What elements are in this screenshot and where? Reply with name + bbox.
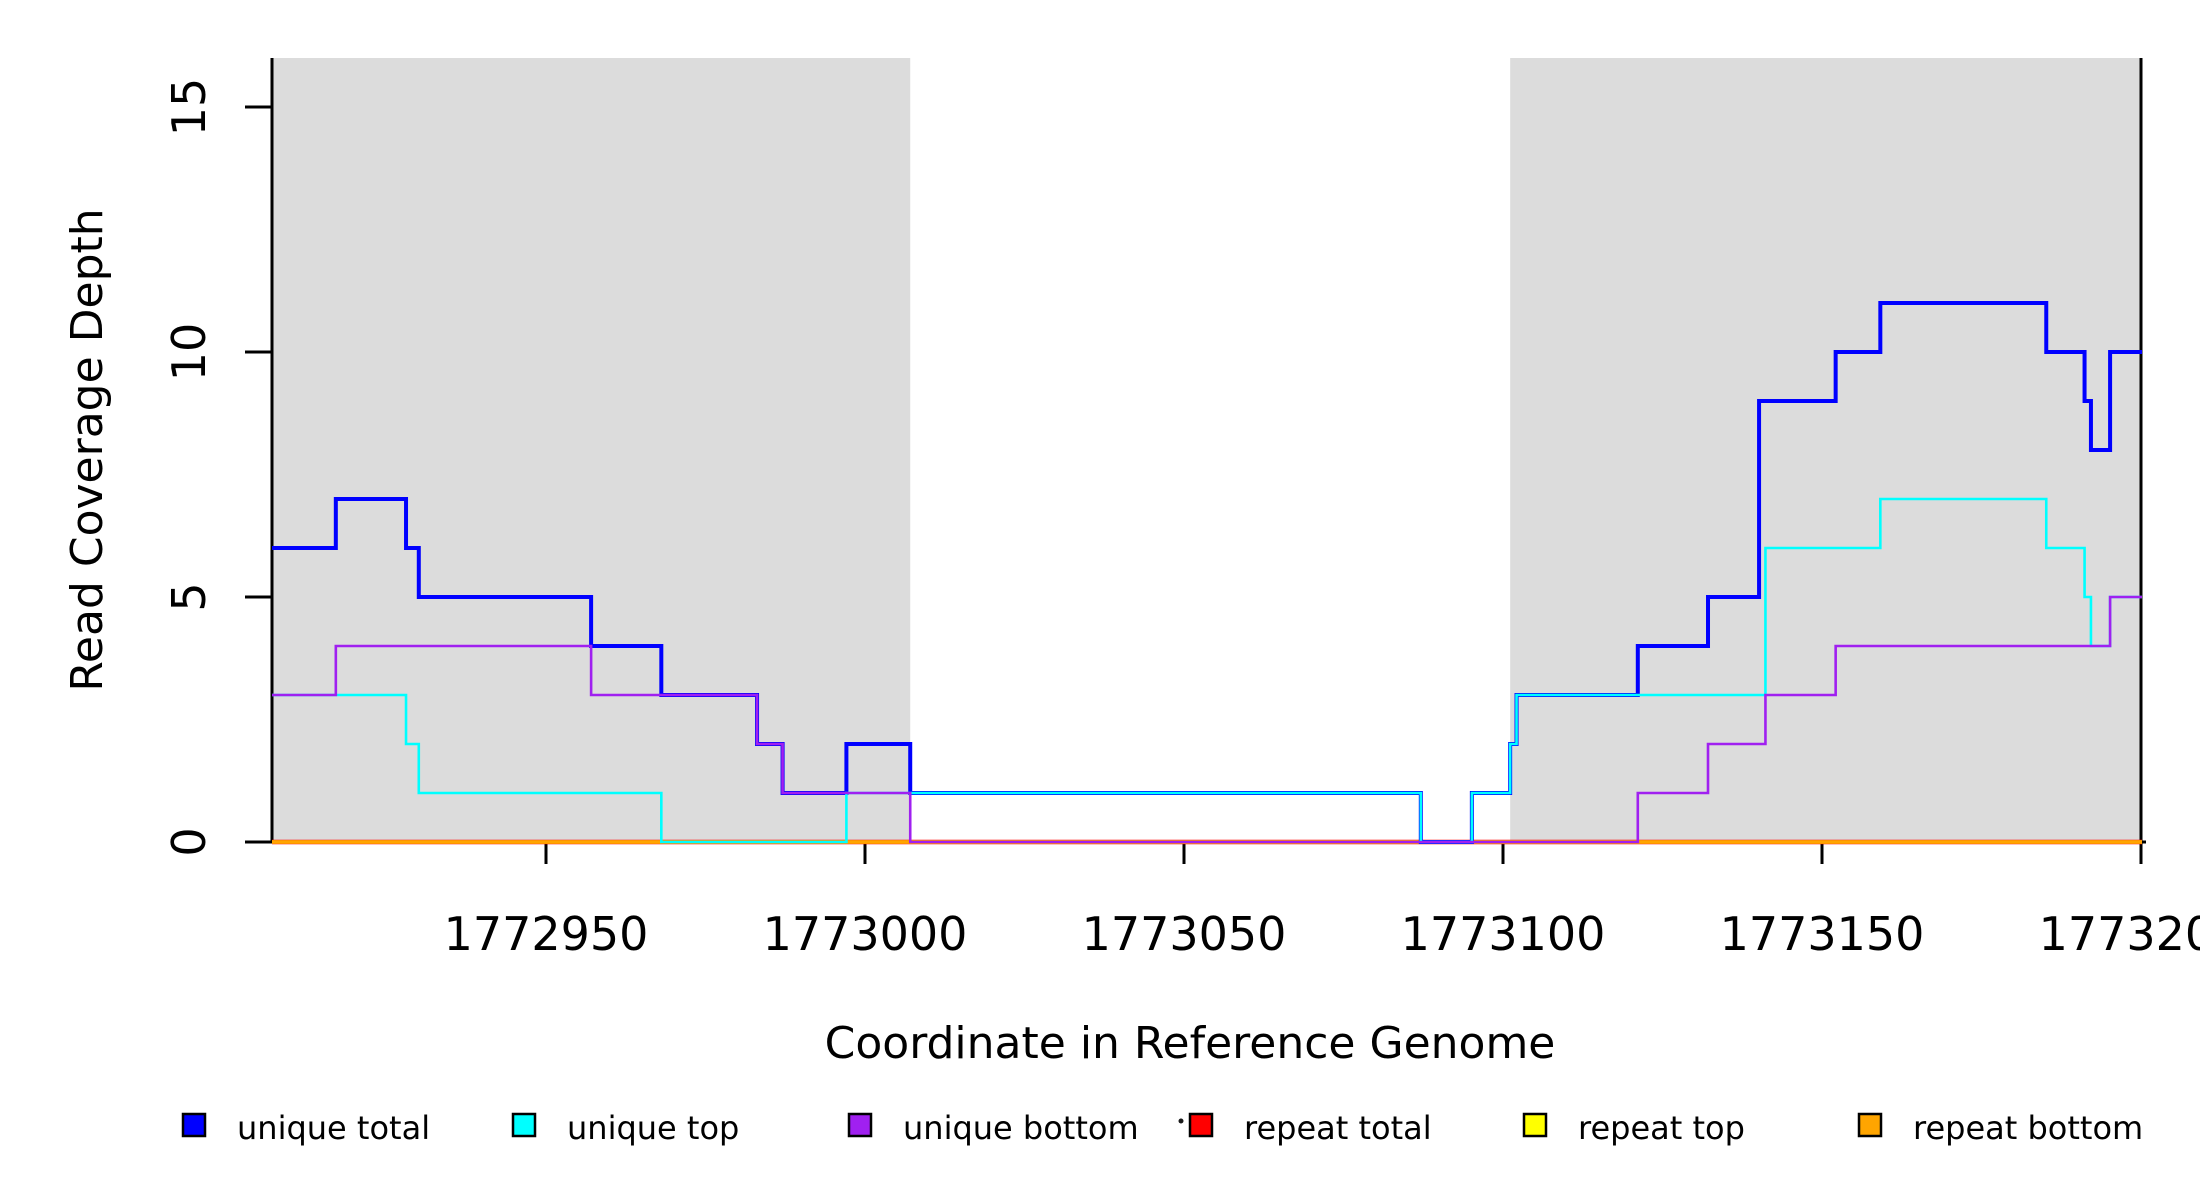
legend-label: unique top (567, 1109, 739, 1147)
x-tick-label: 1773000 (763, 907, 968, 961)
stray-dot-artifact (1178, 1118, 1184, 1124)
legend-item-repeat-top: repeat top (1522, 1109, 1745, 1147)
x-tick-labels: 1772950 1773000 1773050 1773100 1773150 … (444, 907, 2200, 961)
legend-item-unique-total: unique total (181, 1109, 430, 1147)
y-tick-label: 5 (162, 582, 216, 611)
legend-label: unique total (237, 1109, 430, 1147)
legend-swatch-unique-top (511, 1112, 537, 1138)
shaded-regions (272, 58, 2142, 842)
legend-label: repeat total (1244, 1109, 1432, 1147)
legend-item-repeat-bottom: repeat bottom (1857, 1109, 2143, 1147)
y-tick-label: 15 (162, 78, 216, 137)
legend: unique total unique top unique bottom re… (181, 1109, 2143, 1147)
legend-item-unique-bottom: unique bottom (847, 1109, 1139, 1147)
legend-swatch-repeat-top (1522, 1112, 1548, 1138)
shaded-region-left (272, 58, 911, 842)
legend-label: repeat bottom (1913, 1109, 2143, 1147)
x-axis-title: Coordinate in Reference Genome (825, 1018, 1556, 1069)
legend-swatch-repeat-bottom (1857, 1112, 1883, 1138)
legend-item-repeat-total: repeat total (1188, 1109, 1432, 1147)
x-tick-label: 1773100 (1401, 907, 1606, 961)
legend-swatch-repeat-total (1188, 1112, 1214, 1138)
series-line-unique-bottom (272, 595, 2142, 844)
y-tick-label: 0 (162, 827, 216, 856)
series-line-unique-top (272, 497, 2142, 844)
shaded-region-right (1510, 58, 2142, 842)
y-tick-labels: 0 5 10 15 (162, 78, 216, 857)
legend-label: unique bottom (903, 1109, 1139, 1147)
legend-item-unique-top: unique top (511, 1109, 739, 1147)
y-axis-title: Read Coverage Depth (62, 208, 113, 691)
x-tick-label: 1773150 (1720, 907, 1925, 961)
series-layer (272, 301, 2142, 845)
x-tick-label: 1773050 (1082, 907, 1287, 961)
x-tick-label: 1772950 (444, 907, 649, 961)
legend-swatch-unique-bottom (847, 1112, 873, 1138)
y-tick-label: 10 (162, 323, 216, 382)
legend-label: repeat top (1578, 1109, 1745, 1147)
legend-swatch-unique-total (181, 1112, 207, 1138)
